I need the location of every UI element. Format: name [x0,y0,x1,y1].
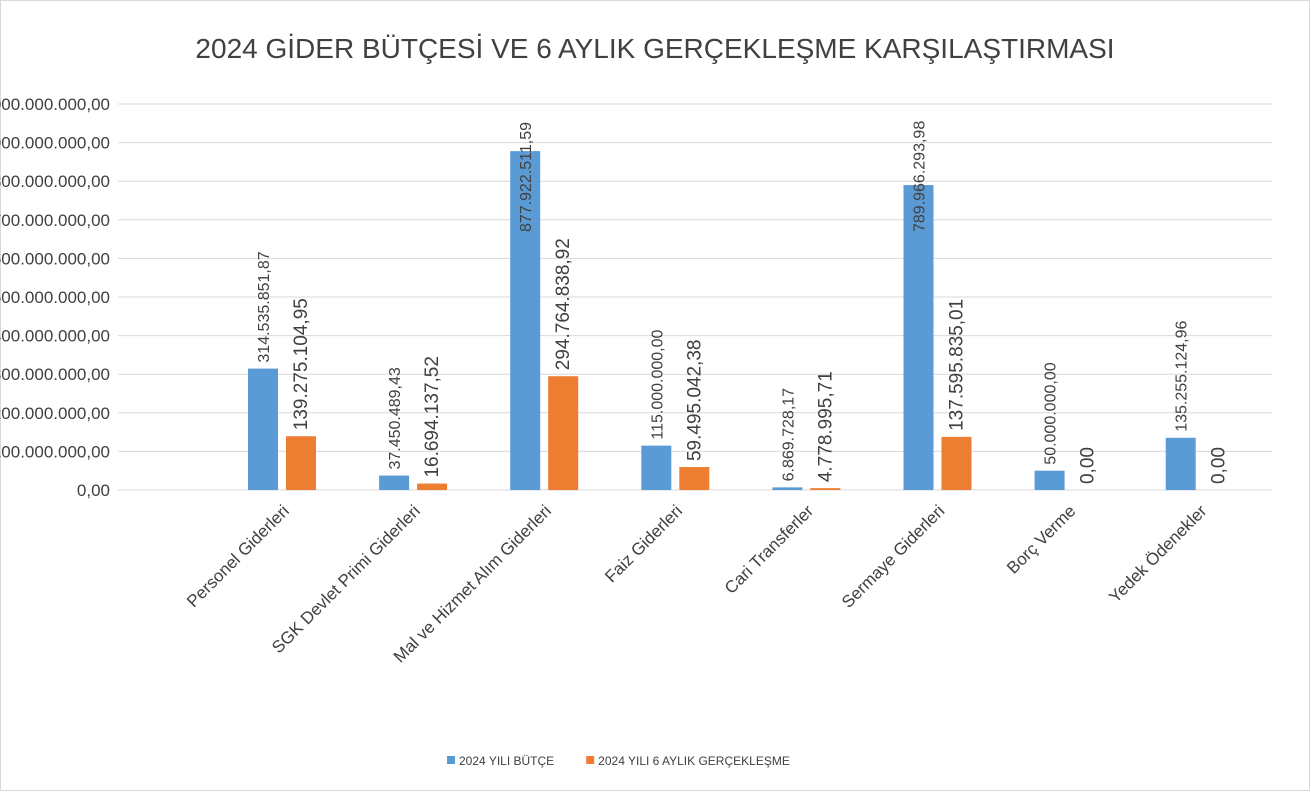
legend-label: 2024 YILI 6 AYLIK GERÇEKLEŞME [598,754,790,768]
bar [903,185,934,491]
value-label: 0,00 [1209,447,1230,484]
chart-title: 2024 GİDER BÜTÇESİ VE 6 AYLIK GERÇEKLEŞM… [195,33,1114,64]
value-label: 50.000.000,00 [1043,362,1060,464]
bar [1034,470,1065,490]
y-tick-label: 400.000.000,00 [0,327,110,346]
bar [941,436,972,490]
bar [679,467,710,490]
bar [772,487,803,490]
y-tick-label: 800.000.000,00 [0,172,110,191]
bar [286,436,316,490]
y-tick-label: 100.000.000,00 [0,442,110,461]
bar [810,488,841,490]
value-label: 294.764.838,92 [553,238,574,370]
legend-label: 2024 YILI BÜTÇE [459,754,554,768]
value-label: 115.000.000,00 [649,329,666,439]
legend-swatch [447,756,455,764]
value-label: 877.922.511,59 [518,122,535,232]
y-tick-label: 300.000.000,00 [0,365,110,384]
value-label: 4.778.995,71 [815,371,836,482]
value-label: 16.694.137,52 [422,356,443,478]
bar [548,376,579,490]
y-tick-label: 1.000.000.000,00 [0,95,110,114]
value-label: 6.869.728,17 [780,388,797,482]
bar [510,151,541,490]
bar [1165,437,1196,490]
y-tick-label: 600.000.000,00 [0,249,110,268]
value-label: 314.535.851,87 [256,251,273,362]
y-tick-label: 900.000.000,00 [0,134,110,153]
bar [641,445,672,490]
value-label: 0,00 [1078,447,1099,484]
y-tick-label: 700.000.000,00 [0,211,110,230]
bar [379,475,410,490]
value-label: 789.966.293,98 [912,121,929,232]
value-label: 135.255.124,96 [1174,320,1191,431]
bar [248,368,278,490]
y-tick-label: 500.000.000,00 [0,288,110,307]
value-label: 59.495.042,38 [684,340,705,462]
value-label: 139.275.104,95 [291,298,312,430]
legend-swatch [586,756,595,764]
y-tick-label: 200.000.000,00 [0,404,110,423]
bar [417,483,448,490]
y-tick-label: 0,00 [77,481,110,500]
value-label: 37.450.489,43 [387,367,404,469]
value-label: 137.595.835,01 [947,299,968,431]
